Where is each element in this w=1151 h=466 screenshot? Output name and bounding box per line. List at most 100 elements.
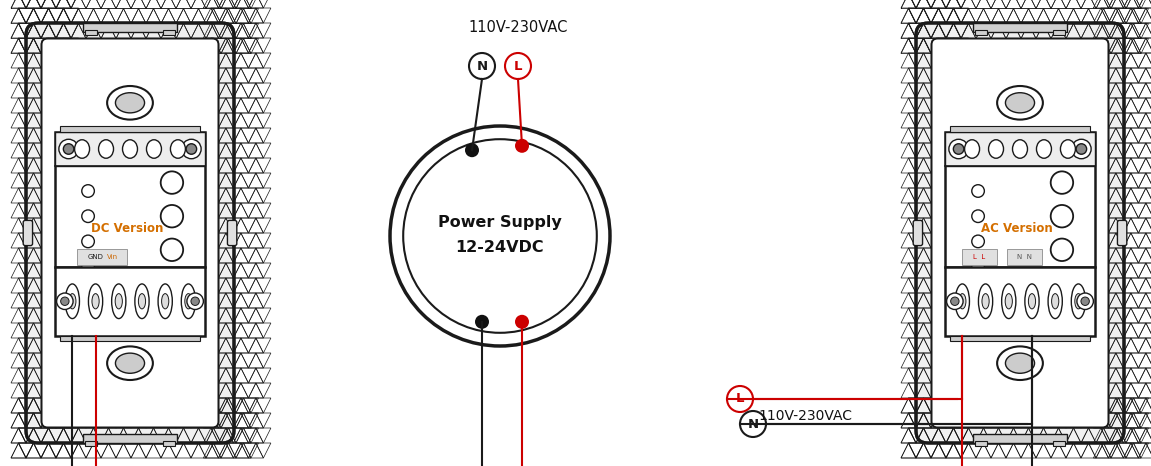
Ellipse shape [1013, 140, 1028, 158]
FancyBboxPatch shape [162, 441, 175, 446]
Circle shape [1051, 171, 1073, 194]
Text: GND: GND [87, 254, 104, 260]
Ellipse shape [122, 140, 137, 158]
FancyBboxPatch shape [1053, 30, 1065, 35]
Circle shape [948, 139, 968, 159]
Ellipse shape [89, 284, 102, 319]
Circle shape [161, 272, 183, 295]
Circle shape [951, 297, 959, 305]
Ellipse shape [1049, 284, 1062, 319]
Ellipse shape [107, 346, 153, 380]
FancyBboxPatch shape [1118, 220, 1127, 246]
Ellipse shape [1028, 294, 1036, 309]
Text: 110V-230VAC: 110V-230VAC [468, 21, 567, 35]
FancyBboxPatch shape [945, 267, 1095, 336]
Circle shape [514, 139, 529, 153]
Ellipse shape [158, 284, 173, 319]
Circle shape [465, 143, 479, 157]
FancyBboxPatch shape [55, 267, 205, 336]
Ellipse shape [965, 140, 980, 158]
FancyBboxPatch shape [60, 336, 200, 341]
Ellipse shape [75, 140, 90, 158]
Ellipse shape [989, 140, 1004, 158]
Ellipse shape [978, 284, 992, 319]
Ellipse shape [146, 140, 161, 158]
Circle shape [1076, 144, 1087, 154]
Ellipse shape [955, 284, 969, 319]
Circle shape [82, 260, 94, 273]
Text: 12-24VDC: 12-24VDC [456, 240, 544, 255]
Circle shape [514, 315, 529, 329]
Ellipse shape [112, 284, 125, 319]
Ellipse shape [997, 86, 1043, 120]
Ellipse shape [69, 294, 76, 309]
FancyBboxPatch shape [41, 39, 219, 427]
FancyBboxPatch shape [1007, 249, 1042, 265]
Ellipse shape [99, 140, 114, 158]
Ellipse shape [92, 294, 99, 309]
Text: L: L [513, 60, 523, 73]
Ellipse shape [1006, 93, 1035, 113]
Circle shape [390, 126, 610, 346]
FancyBboxPatch shape [83, 434, 177, 443]
Circle shape [953, 144, 963, 154]
Text: N: N [477, 60, 488, 73]
FancyBboxPatch shape [83, 23, 177, 32]
Text: L  L: L L [974, 254, 985, 260]
Ellipse shape [1060, 140, 1075, 158]
FancyBboxPatch shape [931, 39, 1108, 427]
Circle shape [161, 205, 183, 227]
FancyBboxPatch shape [974, 434, 1067, 443]
Ellipse shape [135, 284, 150, 319]
FancyBboxPatch shape [945, 132, 1095, 166]
FancyBboxPatch shape [916, 23, 1125, 443]
Ellipse shape [997, 346, 1043, 380]
Circle shape [186, 293, 204, 309]
FancyBboxPatch shape [931, 39, 1108, 427]
Ellipse shape [182, 284, 196, 319]
FancyBboxPatch shape [962, 249, 997, 265]
Circle shape [61, 297, 69, 305]
Ellipse shape [107, 86, 153, 120]
FancyBboxPatch shape [55, 132, 205, 166]
Ellipse shape [115, 93, 145, 113]
Ellipse shape [1052, 294, 1059, 309]
Circle shape [161, 171, 183, 194]
Text: N: N [747, 418, 759, 431]
FancyBboxPatch shape [950, 336, 1090, 341]
Ellipse shape [161, 294, 169, 309]
FancyBboxPatch shape [85, 30, 97, 35]
Ellipse shape [1075, 294, 1082, 309]
Circle shape [59, 139, 78, 159]
Circle shape [946, 293, 963, 309]
FancyBboxPatch shape [1053, 441, 1065, 446]
Circle shape [161, 239, 183, 261]
Circle shape [1077, 293, 1093, 309]
Text: AC Version: AC Version [981, 222, 1053, 235]
Text: N  N: N N [1017, 254, 1032, 260]
Text: Power Supply: Power Supply [439, 214, 562, 229]
Ellipse shape [982, 294, 989, 309]
Circle shape [82, 235, 94, 248]
FancyBboxPatch shape [55, 132, 205, 267]
FancyBboxPatch shape [77, 249, 127, 265]
FancyBboxPatch shape [26, 23, 234, 443]
Circle shape [1051, 205, 1073, 227]
Ellipse shape [1072, 284, 1085, 319]
Circle shape [1051, 272, 1073, 295]
Circle shape [1051, 239, 1073, 261]
Circle shape [63, 144, 74, 154]
Circle shape [182, 139, 201, 159]
Circle shape [971, 260, 984, 273]
Circle shape [403, 139, 597, 333]
Text: DC Version: DC Version [91, 222, 163, 235]
Ellipse shape [1024, 284, 1039, 319]
Ellipse shape [170, 140, 185, 158]
Ellipse shape [138, 294, 145, 309]
FancyBboxPatch shape [950, 126, 1090, 132]
Circle shape [740, 411, 767, 437]
Circle shape [82, 210, 94, 222]
Circle shape [191, 297, 199, 305]
Circle shape [56, 293, 74, 309]
Text: Vin: Vin [107, 254, 117, 260]
